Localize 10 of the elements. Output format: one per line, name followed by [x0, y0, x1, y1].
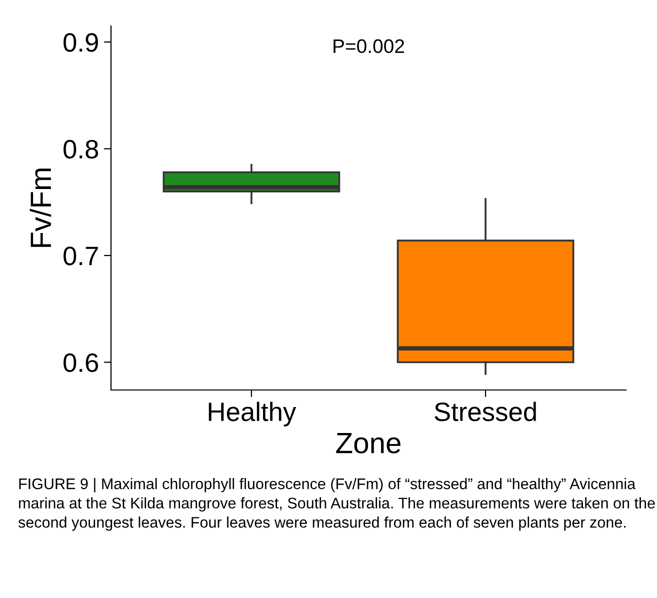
- x-tick-label: Stressed: [434, 402, 536, 422]
- annotation: P=0.002: [334, 39, 404, 54]
- y-tick-label: 0.9: [64, 33, 98, 52]
- y-tick-label: 0.7: [64, 246, 98, 266]
- x-axis-title: Zone: [336, 433, 400, 454]
- caption: FIGURE 9 | Maximal chlorophyll fluorescence (Fv/Fm) of “stressed” and “healthy” Avicennia marina at the St Kilda mangrove forest, South Australia. The measurements were taken on the second youngest leaves. Four leaves were measured from each of seven plants per zone.: [18, 478, 655, 531]
- y-tick-label: 0.8: [64, 140, 98, 159]
- y-axis-title: Fv/Fm: [30, 168, 52, 247]
- x-tick-label: Healthy: [208, 402, 296, 426]
- y-tick-label: 0.6: [64, 353, 98, 372]
